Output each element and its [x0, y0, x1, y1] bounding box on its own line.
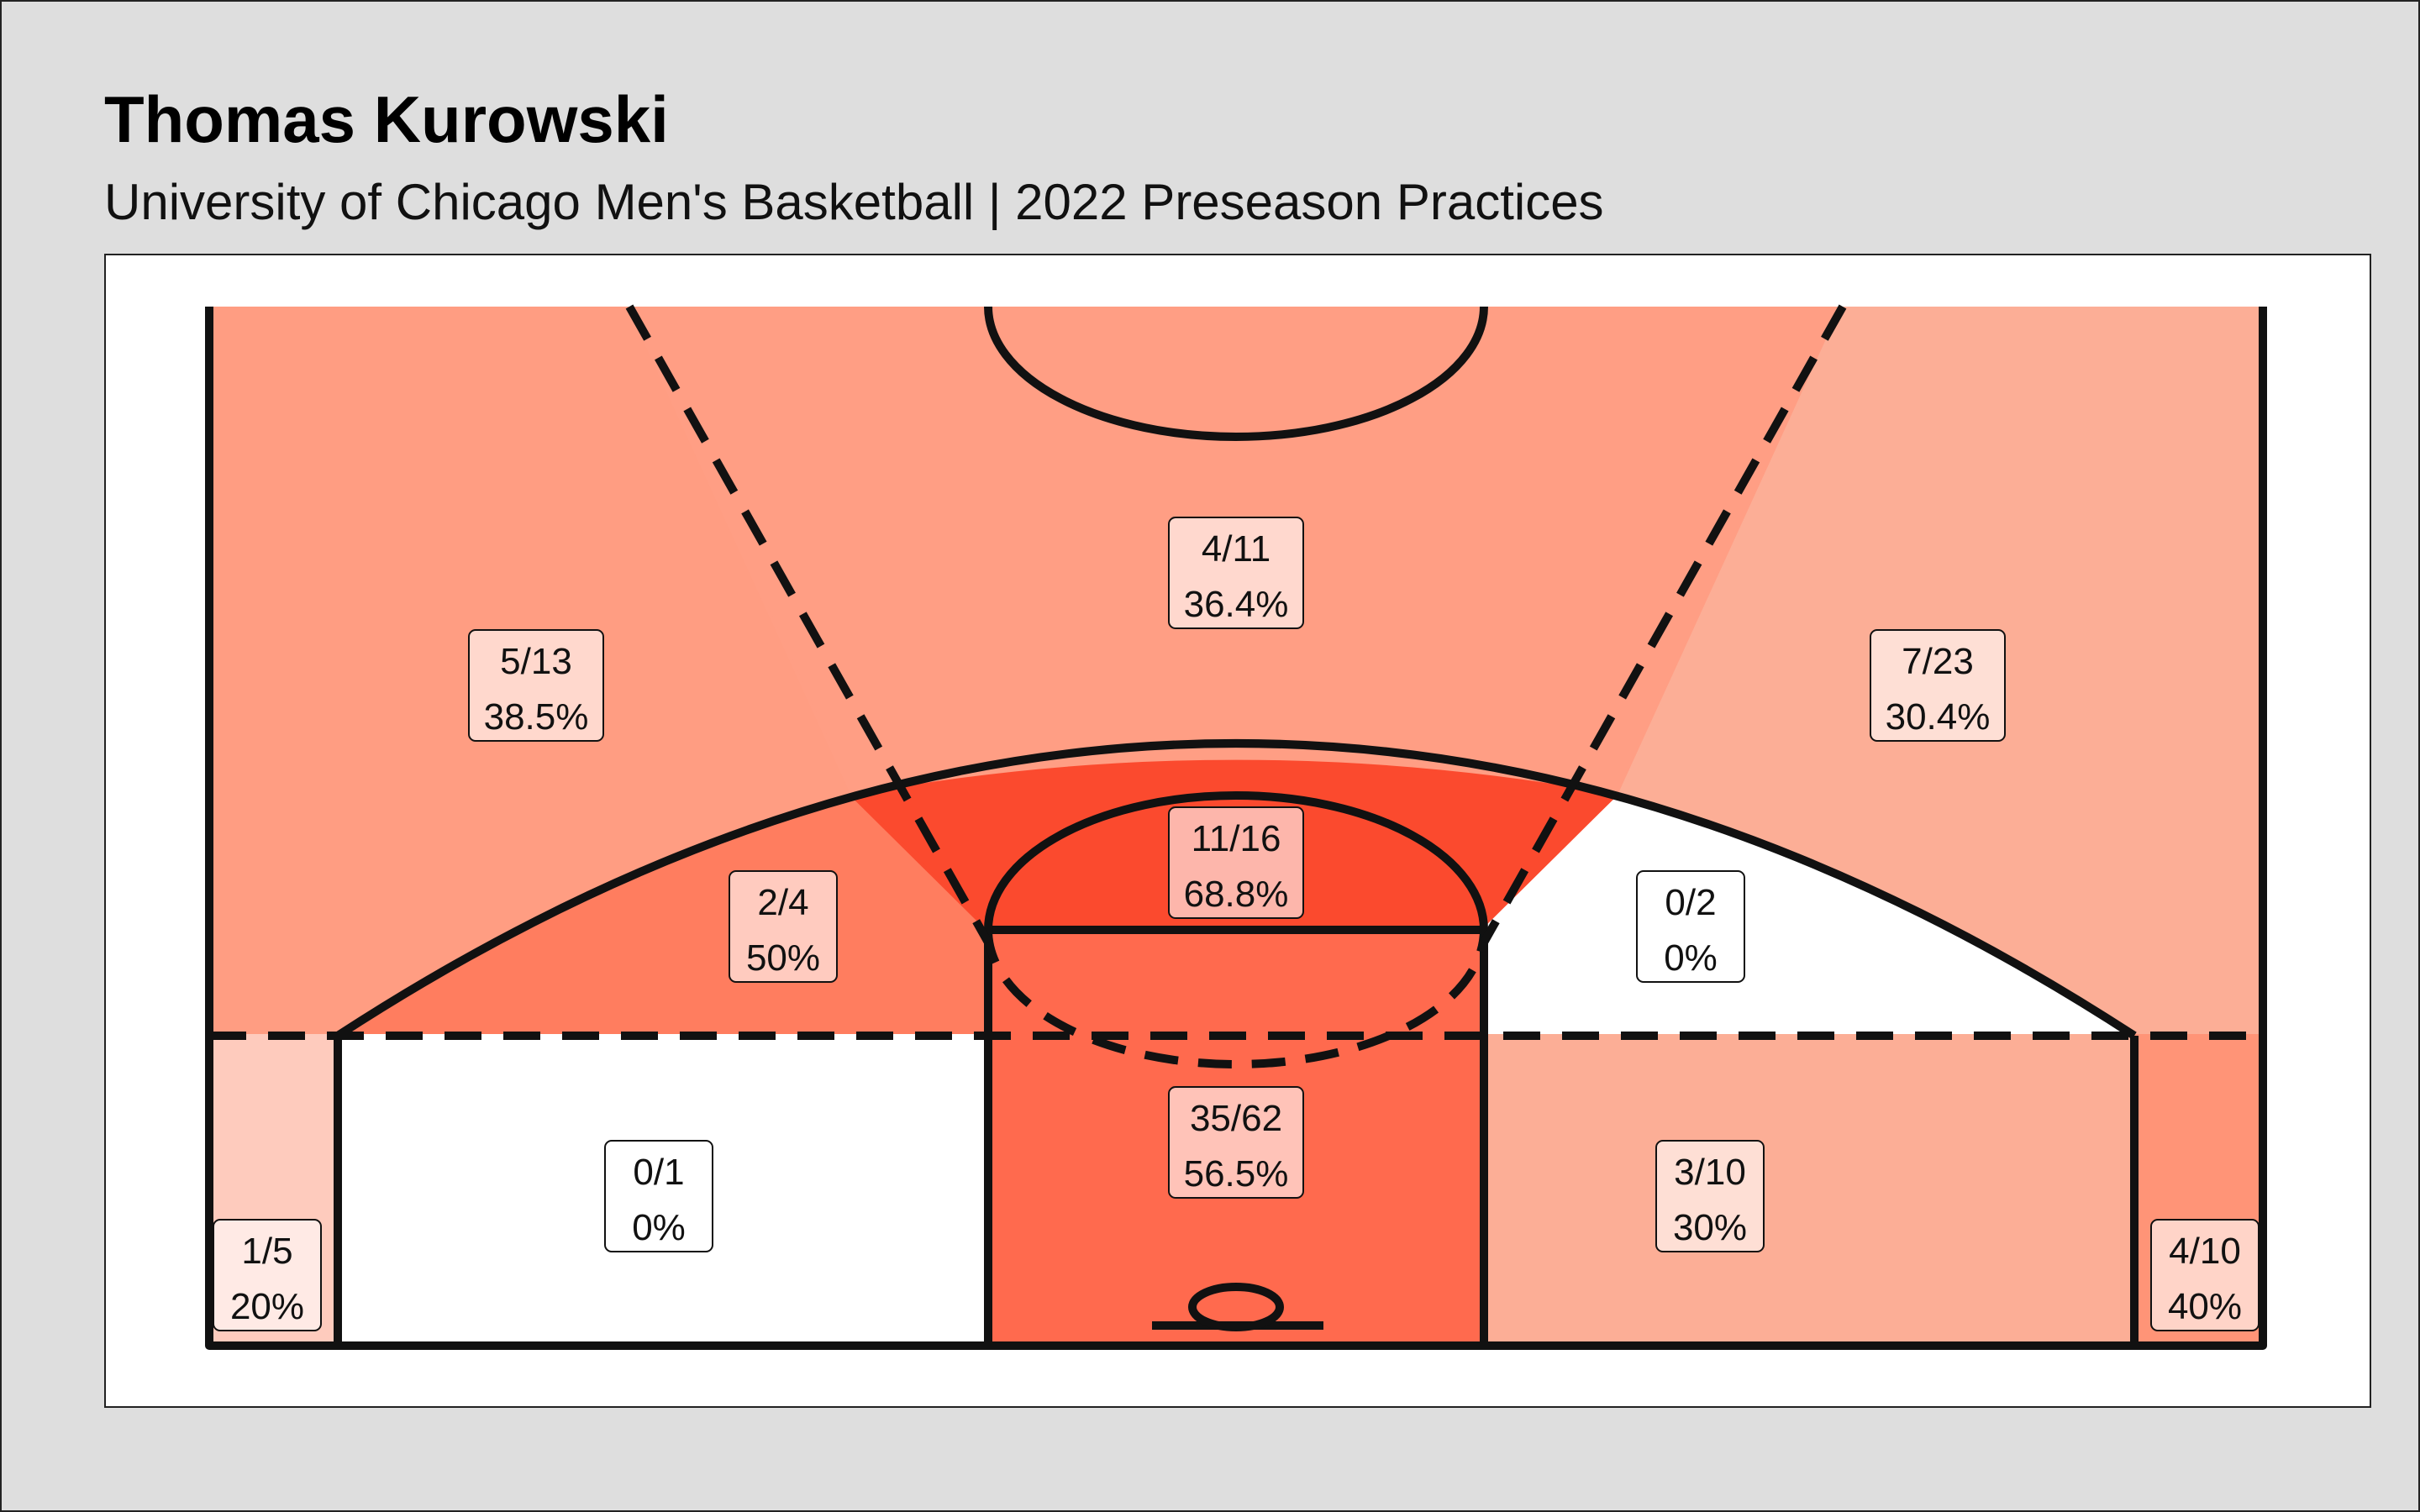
zone-made-attempts: 1/5	[241, 1231, 292, 1272]
zone-made-attempts: 0/1	[633, 1152, 684, 1193]
three-point-arc	[335, 739, 2137, 1040]
zone-made-attempts: 0/2	[1665, 882, 1716, 923]
zone-label-paint: 35/62 56.5%	[1168, 1086, 1304, 1199]
zone-made-attempts: 4/11	[1202, 528, 1270, 570]
zone-percentage: 0%	[1664, 937, 1718, 979]
zone-made-attempts: 3/10	[1674, 1152, 1746, 1193]
zone-percentage: 56.5%	[1184, 1153, 1289, 1194]
zone-percentage: 0%	[632, 1207, 686, 1248]
zone-label-left-baseline: 0/10%	[604, 1140, 713, 1252]
zone-right-baseline	[1482, 1034, 2136, 1346]
chart-title: Thomas Kurowski	[104, 82, 669, 156]
zone-percentage: 68.8%	[1184, 874, 1289, 915]
right-wedge-divider	[1480, 304, 1847, 945]
zone-label-right-wing-three: 7/23 30.4%	[1870, 629, 2006, 742]
zone-percentage: 38.5%	[484, 696, 589, 738]
zone-made-attempts: 2/4	[757, 882, 808, 923]
half-court-circle	[984, 306, 1488, 441]
zone-made-attempts: 35/62	[1190, 1098, 1282, 1139]
zone-label-right-corner-three: 4/10 40%	[2150, 1219, 2260, 1331]
zone-percentage: 20%	[230, 1286, 304, 1327]
zone-made-attempts: 11/16	[1192, 818, 1281, 859]
zone-label-left-midrange: 2/450%	[729, 870, 838, 983]
free-throw-circle-bottom	[984, 929, 1488, 1068]
court-boundary-line	[205, 307, 2267, 1350]
zone-percentage: 30%	[1673, 1207, 1747, 1248]
zone-label-left-corner-three: 1/520%	[213, 1219, 322, 1331]
chart-subtitle: University of Chicago Men's Basketball |…	[104, 174, 1604, 230]
paint-outline	[984, 926, 1488, 1346]
shot-chart-court: 5/1338.5%4/1136.4%7/2330.4%2/450%11/1668…	[205, 304, 2267, 1350]
zone-label-top-three: 4/11 36.4%	[1168, 517, 1304, 629]
left-wedge-divider	[625, 304, 992, 945]
zone-made-attempts: 5/13	[500, 641, 572, 682]
hoop-icon	[1188, 1283, 1284, 1331]
zone-label-right-baseline: 3/10 30%	[1655, 1140, 1765, 1252]
zone-made-attempts: 7/23	[1902, 641, 1974, 682]
zone-made-attempts: 4/10	[2169, 1231, 2241, 1272]
zone-label-top-paint: 11/16 68.8%	[1168, 806, 1304, 919]
zone-percentage: 30.4%	[1886, 696, 1991, 738]
zone-label-right-midrange: 0/20%	[1636, 870, 1745, 983]
zone-label-left-wing-three: 5/13 38.5%	[468, 629, 604, 742]
zone-percentage: 36.4%	[1184, 584, 1289, 625]
zone-percentage: 50%	[746, 937, 820, 979]
free-throw-circle-top	[984, 791, 1488, 931]
zone-percentage: 40%	[2168, 1286, 2242, 1327]
